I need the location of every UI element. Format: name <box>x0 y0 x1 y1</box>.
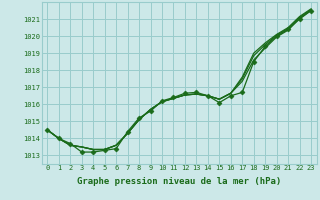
X-axis label: Graphe pression niveau de la mer (hPa): Graphe pression niveau de la mer (hPa) <box>77 177 281 186</box>
